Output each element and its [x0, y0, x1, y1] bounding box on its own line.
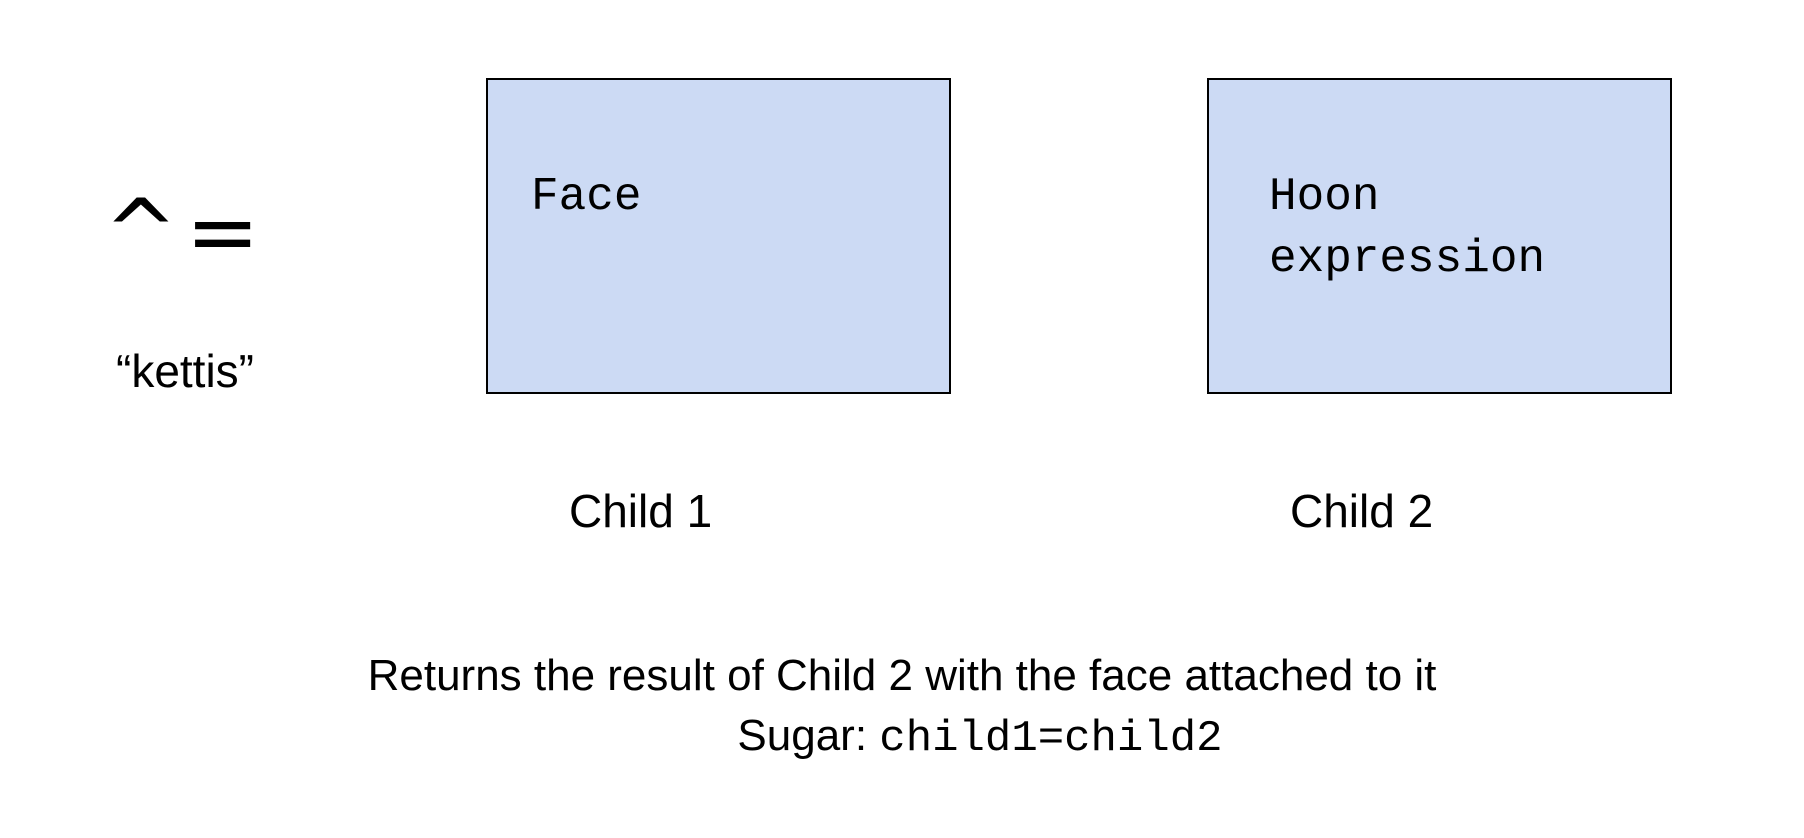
sugar-label: Sugar: [737, 711, 880, 760]
child-1-box: Face [486, 78, 951, 394]
rune-name: “kettis” [116, 345, 254, 397]
child-1-box-text: Face [531, 171, 642, 223]
sugar-line: Sugar: child1=child2 [78, 711, 1804, 764]
description-text: Returns the result of Child 2 with the f… [367, 651, 1437, 700]
child-2-label: Child 2 [1290, 485, 1434, 537]
child-2-box-text: Hoon expression [1269, 171, 1546, 285]
child-1-label: Child 1 [569, 485, 713, 537]
rune-symbol: ^= [104, 180, 268, 283]
child-2-box: Hoon expression [1207, 78, 1672, 394]
sugar-code: child1=child2 [879, 714, 1223, 764]
